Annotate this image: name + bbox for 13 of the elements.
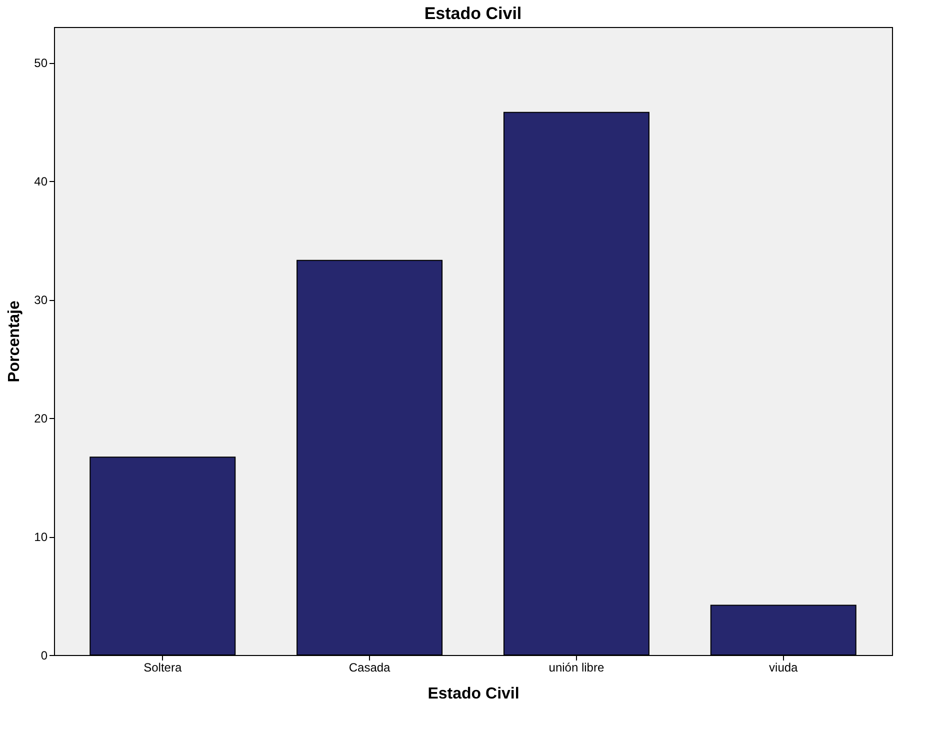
y-tick-label: 50 [34,56,48,70]
y-tick-label: 0 [40,648,48,662]
x-axis-title: Estado Civil [428,686,520,702]
y-tick-label: 20 [34,412,48,426]
chart-title: Estado Civil [424,4,522,23]
y-tick-label: 30 [34,293,48,308]
x-tick-label: Casada [348,660,391,674]
y-tick-label: 40 [34,174,48,189]
y-axis-title: Porcentaje [6,300,24,382]
y-tick-label: 10 [34,530,48,544]
x-tick-label: viuda [769,660,798,674]
x-tick-label: Soltera [144,660,182,674]
x-tick-label: unión libre [548,660,604,674]
